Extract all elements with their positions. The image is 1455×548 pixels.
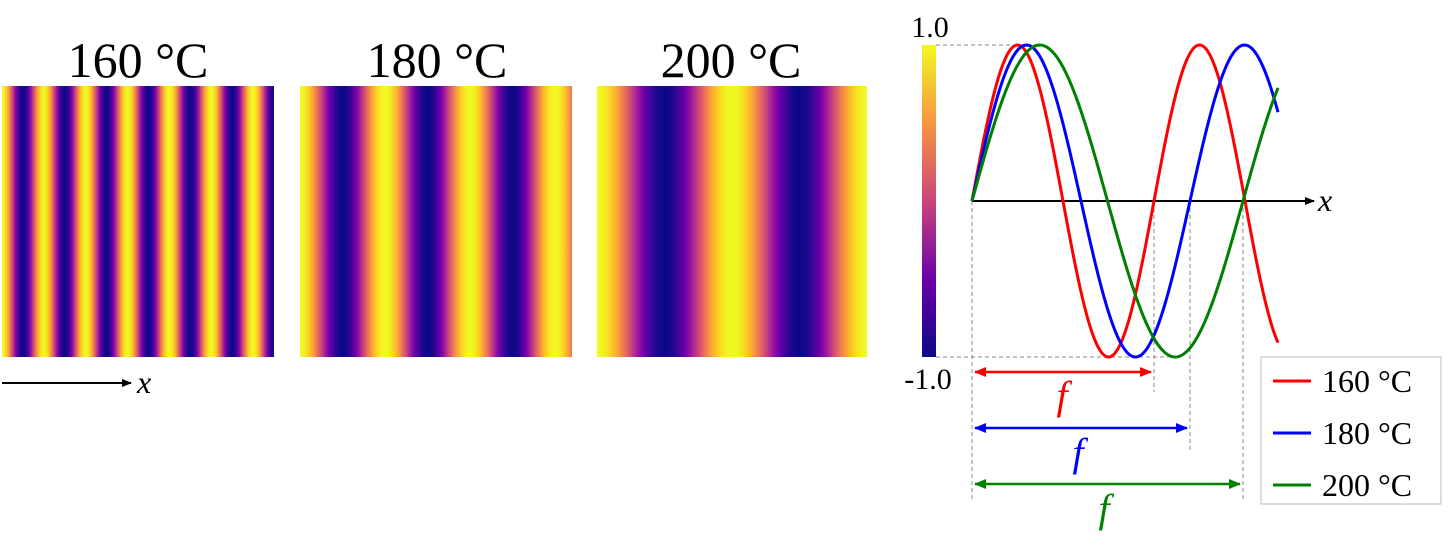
period-label-200: f <box>1098 486 1114 531</box>
series-line-200 <box>970 43 1280 359</box>
curves <box>970 43 1280 359</box>
period-label-160: f <box>1056 373 1072 418</box>
legend-label-200: 200 °C <box>1322 467 1412 503</box>
stripe-panel-160 <box>2 86 274 357</box>
stripe-panel-180 <box>300 86 572 357</box>
series-line-160 <box>970 43 1280 359</box>
colorbar-min-label: -1.0 <box>904 363 952 396</box>
stripe-panel-200 <box>597 86 867 357</box>
plot-x-axis-label: x <box>1317 182 1332 218</box>
colorbar <box>922 45 936 357</box>
period-label-180: f <box>1072 430 1088 475</box>
colorbar-max-label: 1.0 <box>911 11 949 44</box>
panel-title-180: 180 °C <box>367 32 508 88</box>
legend-label-160: 160 °C <box>1322 363 1412 399</box>
series-line-180 <box>970 43 1280 359</box>
panel-title-160: 160 °C <box>68 32 209 88</box>
legend: 160 °C 180 °C 200 °C <box>1260 356 1442 505</box>
reference-lines <box>936 44 1244 500</box>
panel-title-200: 200 °C <box>661 32 802 88</box>
legend-label-180: 180 °C <box>1322 415 1412 451</box>
x-direction-label: x <box>136 364 151 400</box>
